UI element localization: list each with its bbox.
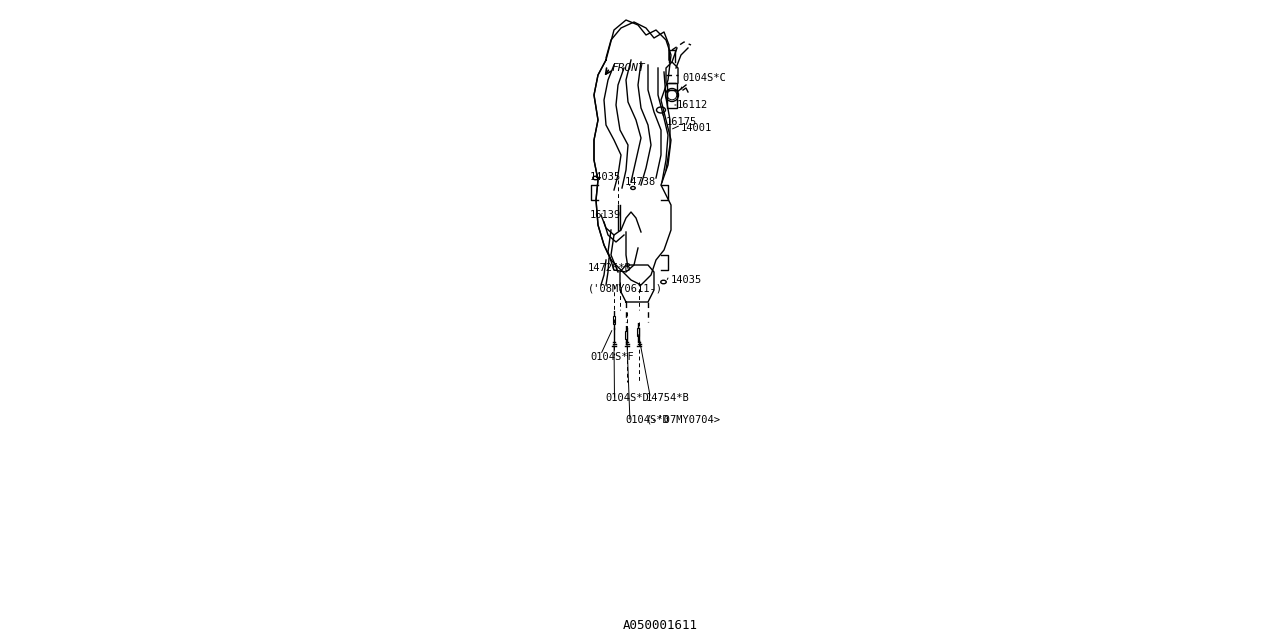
Bar [613, 316, 614, 324]
Text: (-'07MY0704>: (-'07MY0704> [645, 415, 721, 425]
Text: A050001611: A050001611 [623, 619, 698, 632]
Text: 0104S*C: 0104S*C [682, 73, 726, 83]
Text: 14738: 14738 [625, 177, 655, 187]
Text: 14035: 14035 [590, 172, 621, 182]
Text: 0104S*D: 0104S*D [605, 393, 649, 403]
Text: 14754*B: 14754*B [645, 393, 689, 403]
Text: 14001: 14001 [681, 123, 712, 133]
Bar [637, 328, 639, 336]
Text: 14035: 14035 [671, 275, 701, 285]
Text: 0104S*D: 0104S*D [626, 415, 669, 425]
Text: 14726*B: 14726*B [588, 263, 632, 273]
Text: 16175: 16175 [666, 117, 696, 127]
Text: FRONT: FRONT [612, 63, 645, 73]
Text: 16112: 16112 [677, 100, 708, 110]
Text: 16139: 16139 [590, 210, 621, 220]
Bar [667, 83, 677, 108]
Text: 0104S*F: 0104S*F [590, 352, 634, 362]
Text: ('08MY0611-): ('08MY0611-) [588, 283, 663, 293]
Bar [625, 331, 627, 339]
